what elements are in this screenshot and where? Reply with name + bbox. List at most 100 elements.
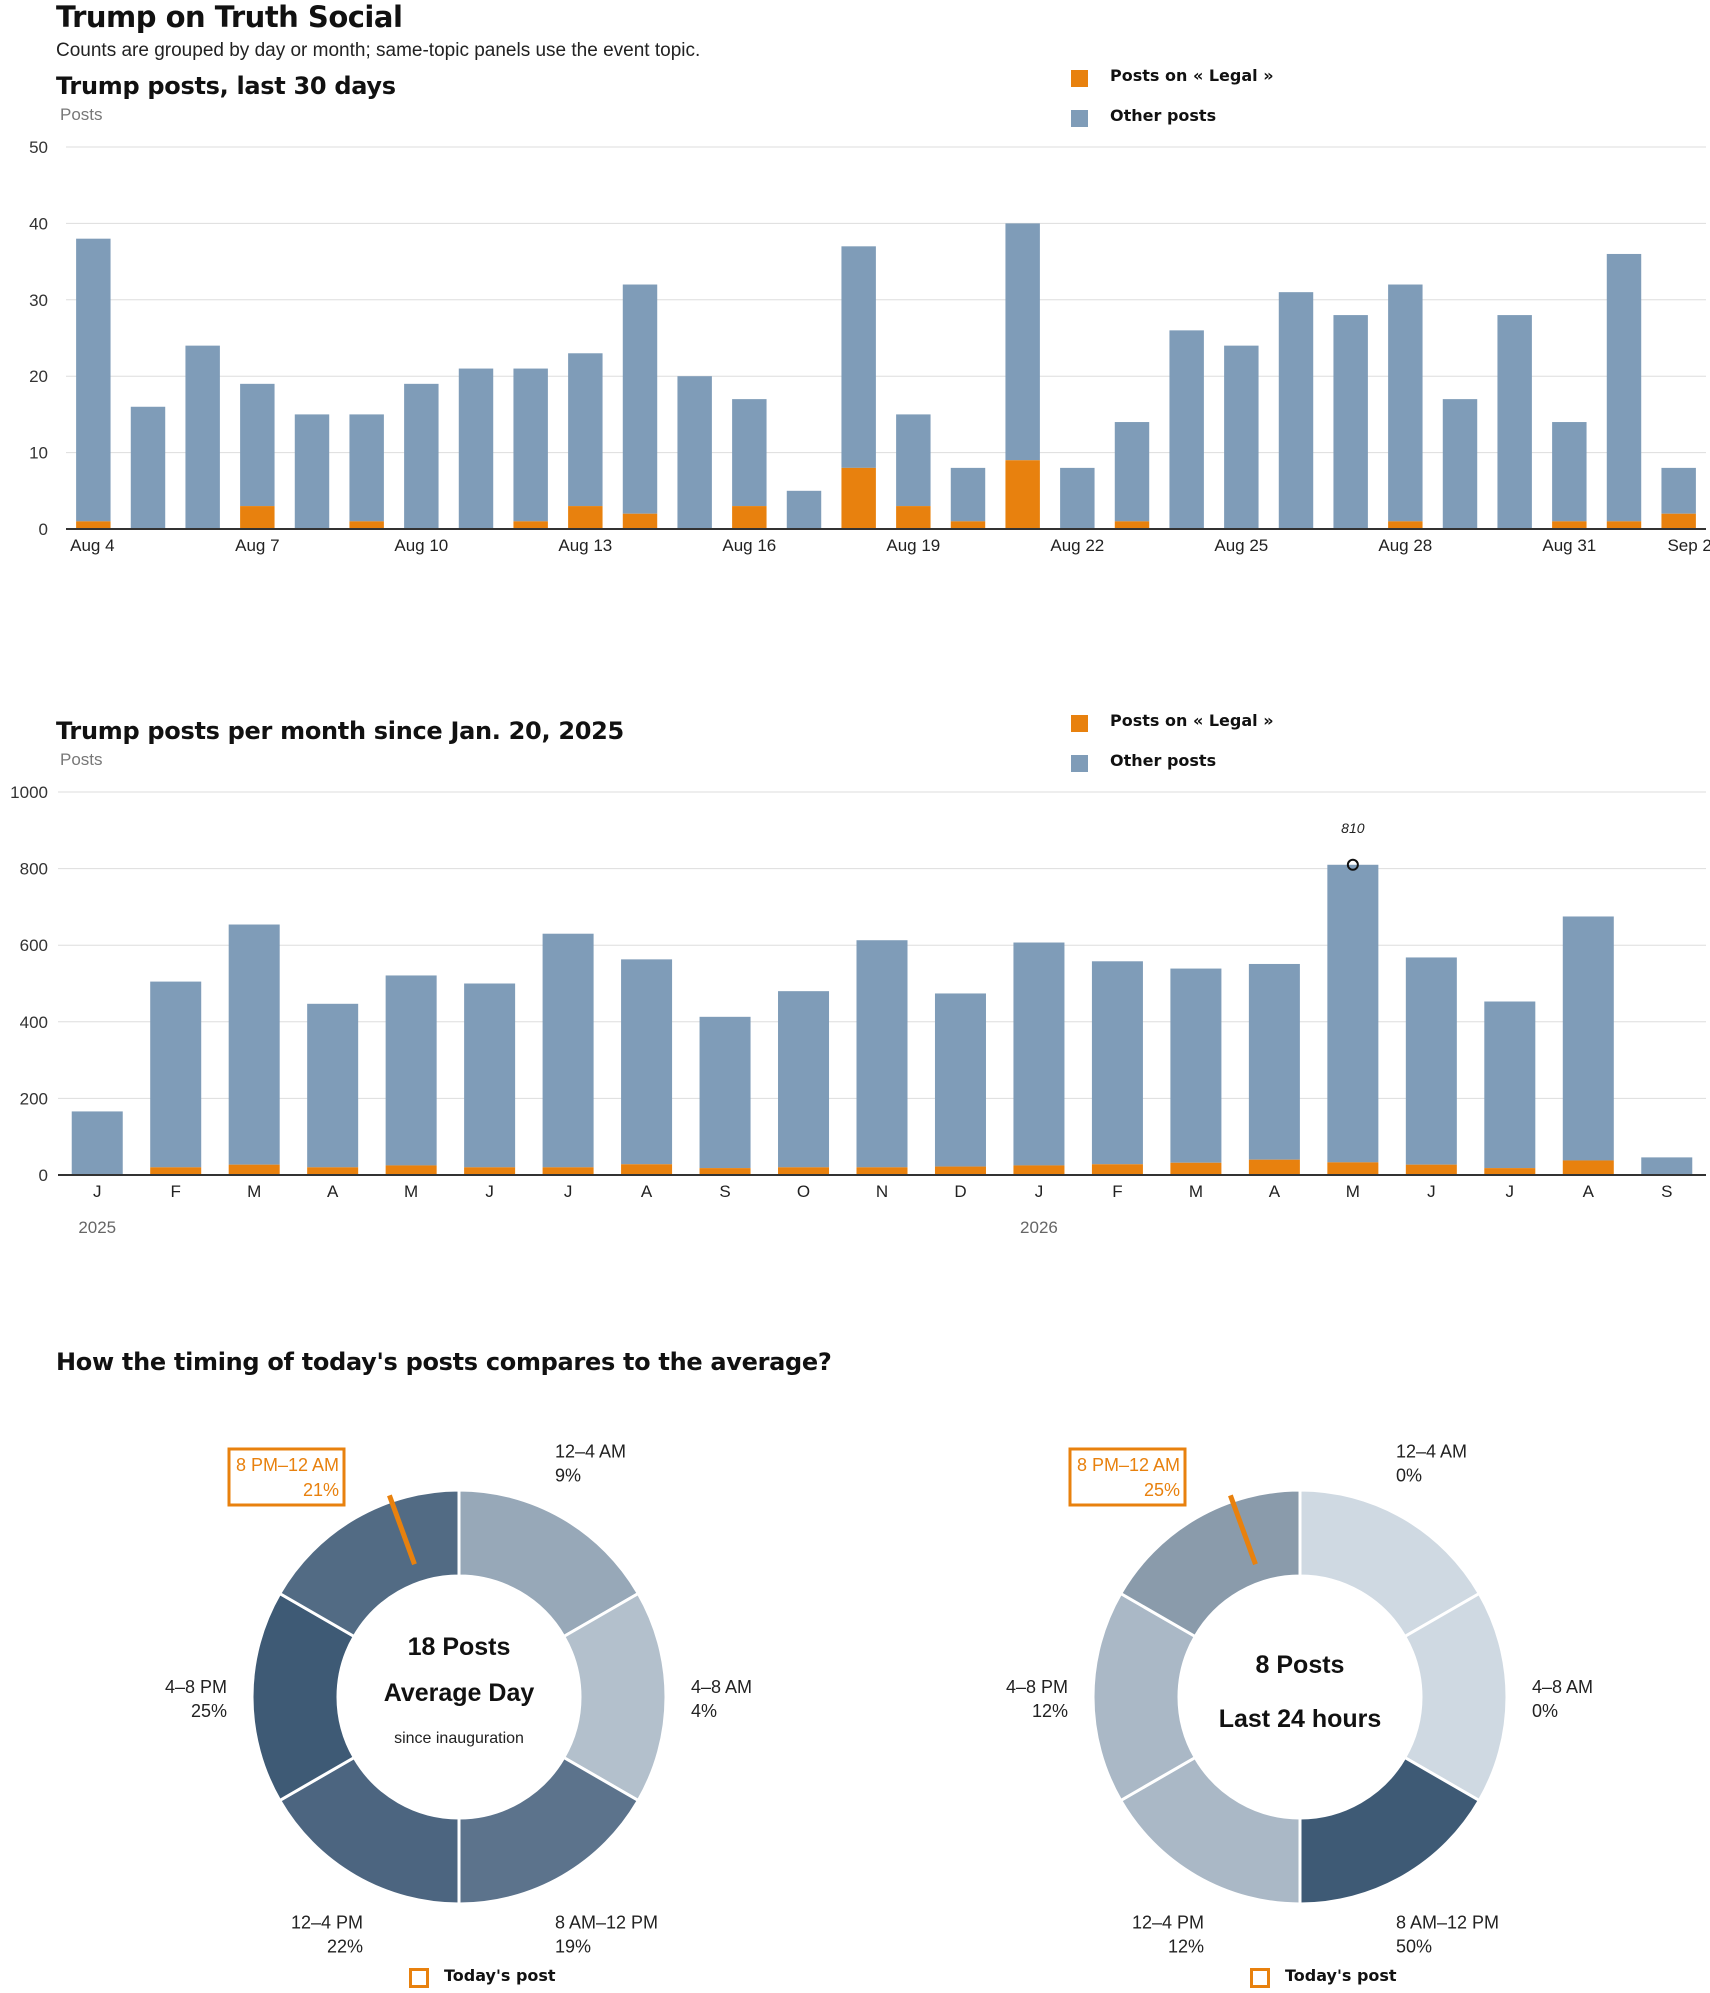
- bar-other: [150, 981, 202, 1168]
- x-tick-label: A: [1269, 1182, 1281, 1201]
- x-tick-label: F: [171, 1182, 181, 1201]
- y-tick-label: 20: [29, 367, 48, 386]
- donut-slice-label: 4–8 AM: [691, 1677, 752, 1697]
- x-tick-label: M: [404, 1182, 418, 1201]
- bar-topic: [1091, 1164, 1143, 1175]
- bar-topic: [622, 513, 658, 529]
- timing-title: How the timing of today's posts compares…: [56, 1348, 832, 1376]
- x-tick-label: J: [564, 1182, 573, 1201]
- y-tick-label: 600: [20, 936, 48, 955]
- bar-topic: [1388, 521, 1423, 529]
- bar-other: [778, 991, 830, 1168]
- y-tick-label: 200: [20, 1089, 48, 1108]
- chart-monthly-title: Trump posts per month since Jan. 20, 202…: [56, 717, 624, 745]
- x-tick-label: Aug 22: [1050, 536, 1104, 555]
- bar-topic: [841, 467, 876, 529]
- donut-slice-label: 4–8 AM: [1532, 1677, 1593, 1697]
- highlight-callout-pct: 21%: [303, 1480, 339, 1500]
- bar-other: [1442, 399, 1478, 529]
- bar-topic: [1013, 1165, 1065, 1175]
- bar-topic: [699, 1168, 751, 1175]
- chart-daily-posts: 0 10 20 30 40 50 Aug 4 Aug 7 Aug 10 Aug 13 Aug 16 A…: [29, 138, 1710, 555]
- donut-slice: [457, 1488, 641, 1639]
- page-title: Trump on Truth Social: [56, 0, 403, 34]
- bar-other: [856, 940, 908, 1168]
- x-tick-label: O: [797, 1182, 810, 1201]
- year-label: 2026: [1020, 1218, 1058, 1237]
- bar-other: [896, 414, 931, 507]
- y-tick-label: 1000: [10, 783, 48, 802]
- bar-other: [621, 959, 673, 1165]
- bar-other: [1091, 961, 1143, 1165]
- bar-other: [1005, 223, 1040, 461]
- y-tick-label: 10: [29, 444, 48, 463]
- y-tick-label: 40: [29, 214, 48, 233]
- x-tick-label: S: [719, 1182, 730, 1201]
- bar-other: [294, 414, 330, 529]
- bar-other: [1606, 253, 1642, 522]
- donut-center-title: Last 24 hours: [1219, 1705, 1382, 1733]
- highlight-callout-label: 8 PM–12 AM: [236, 1455, 339, 1475]
- bar-topic: [934, 1166, 986, 1175]
- x-tick-label: J: [1035, 1182, 1044, 1201]
- bar-other: [240, 383, 275, 507]
- bar-other: [1333, 315, 1368, 529]
- bar-other: [130, 406, 166, 529]
- donut-slice-pct: 0%: [1396, 1465, 1422, 1485]
- legend-topic-swatch-2: [1071, 715, 1088, 732]
- donut-slice: [277, 1488, 461, 1639]
- y-tick-label: 0: [39, 1166, 48, 1185]
- donut-slice: [277, 1755, 461, 1906]
- x-tick-label: Aug 28: [1378, 536, 1432, 555]
- bar-other: [1114, 422, 1150, 522]
- chart-daily-ylabel: Posts: [60, 105, 103, 124]
- bar-topic: [1552, 521, 1587, 529]
- donut-slice-label: 8 AM–12 PM: [555, 1913, 658, 1933]
- todays-post-label-right: Today's post: [1285, 1966, 1397, 1985]
- bar-other: [1248, 963, 1300, 1160]
- y-tick-label: 50: [29, 138, 48, 157]
- bar-topic: [513, 521, 548, 529]
- chart-monthly-posts: 0 200 400 600 800 1000 J F M A M J J A S O N D J F M A M J J A S 20…: [10, 783, 1706, 1237]
- bar-topic: [1114, 521, 1150, 529]
- x-tick-label: Aug 13: [558, 536, 612, 555]
- x-tick-label: F: [1112, 1182, 1122, 1201]
- bar-other: [1060, 467, 1095, 529]
- bar-other: [677, 376, 712, 529]
- bar-other: [464, 983, 516, 1168]
- bar-topic: [856, 1167, 908, 1175]
- bar-other: [542, 933, 594, 1168]
- x-tick-label: A: [641, 1182, 653, 1201]
- donut-slice-pct: 50%: [1396, 1937, 1432, 1957]
- bar-other: [1013, 942, 1065, 1166]
- donut-slice: [1402, 1591, 1509, 1803]
- bar-topic: [732, 506, 767, 529]
- bar-other: [185, 345, 220, 529]
- bar-other: [841, 246, 876, 468]
- x-tick-label: J: [485, 1182, 494, 1201]
- legend-topic-label-2: Posts on « Legal »: [1110, 711, 1274, 730]
- bar-topic: [349, 521, 384, 529]
- y-tick-label: 30: [29, 291, 48, 310]
- donut-slice-label: 4–8 PM: [1006, 1677, 1068, 1697]
- year-label: 2025: [78, 1218, 116, 1237]
- bar-topic: [1562, 1160, 1614, 1175]
- x-tick-label: S: [1661, 1182, 1672, 1201]
- donut-center-count: 18 Posts: [408, 1633, 511, 1661]
- donut-slice-label: 8 AM–12 PM: [1396, 1913, 1499, 1933]
- bar-topic: [1484, 1168, 1536, 1175]
- donut-slice-pct: 22%: [327, 1937, 363, 1957]
- donut-slice: [1118, 1488, 1302, 1639]
- legend-other-label-2: Other posts: [1110, 751, 1217, 770]
- donut-slice: [561, 1591, 668, 1803]
- x-tick-label: D: [954, 1182, 966, 1201]
- x-tick-label: J: [93, 1182, 102, 1201]
- bar-other: [307, 1003, 359, 1168]
- bar-topic: [1661, 513, 1696, 529]
- bar-other: [1405, 957, 1457, 1165]
- page-subtitle: Counts are grouped by day or month; same…: [56, 40, 701, 61]
- legend-other-swatch-2: [1071, 755, 1088, 772]
- legend-other-label: Other posts: [1110, 106, 1217, 125]
- donut-slice-label: 12–4 PM: [291, 1913, 363, 1933]
